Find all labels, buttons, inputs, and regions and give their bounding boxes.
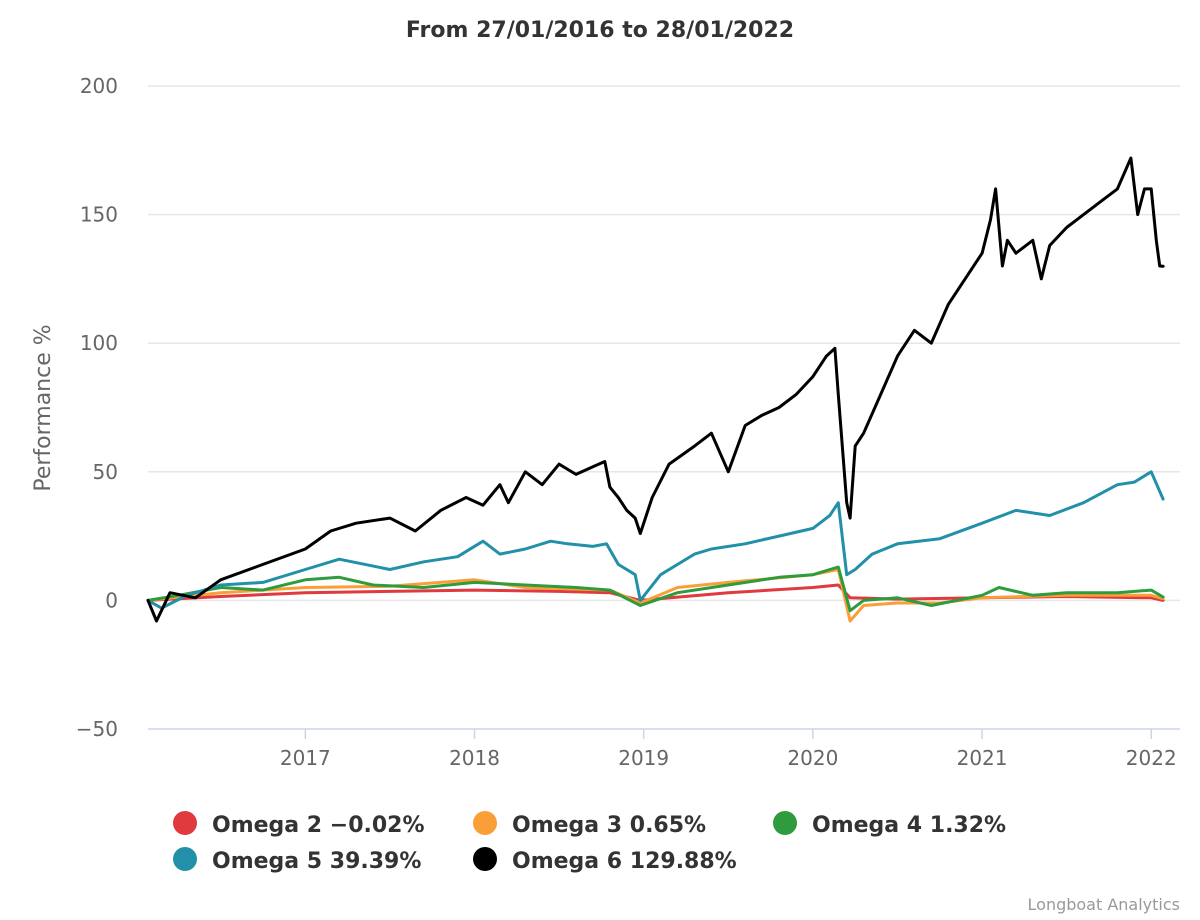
y-tick-label: 150: [80, 203, 118, 227]
chart-title: From 27/01/2016 to 28/01/2022: [406, 18, 794, 43]
x-tick-label: 2018: [449, 746, 500, 770]
legend-item[interactable]: Omega 6 129.88%: [473, 847, 737, 874]
legend: Omega 2 −0.02% Omega 3 0.65% Omega 4 1.32%…: [173, 811, 1006, 874]
y-tick-label: 50: [93, 460, 118, 484]
legend-label: Omega 2 −0.02%: [212, 813, 425, 838]
x-tick-label: 2017: [280, 746, 331, 770]
legend-marker: [473, 811, 497, 835]
y-tick-label: −50: [76, 717, 118, 741]
legend-label: Omega 4 1.32%: [812, 813, 1006, 838]
y-tick-label: 0: [105, 588, 118, 612]
legend-marker: [173, 847, 197, 871]
x-tick-label: 2019: [618, 746, 669, 770]
y-tick-label: 200: [80, 74, 118, 98]
legend-marker: [173, 811, 197, 835]
legend-label: Omega 6 129.88%: [512, 849, 737, 874]
legend-item[interactable]: Omega 3 0.65%: [473, 811, 706, 838]
credit-text[interactable]: Longboat Analytics: [1028, 895, 1180, 914]
y-axis-label: Performance %: [31, 324, 56, 491]
legend-item[interactable]: Omega 2 −0.02%: [173, 811, 425, 838]
series-line-5[interactable]: [146, 470, 1165, 610]
x-tick-label: 2020: [787, 746, 838, 770]
legend-label: Omega 3 0.65%: [512, 813, 706, 838]
series-line-3[interactable]: [146, 568, 1165, 623]
legend-item[interactable]: Omega 4 1.32%: [773, 811, 1006, 838]
legend-label: Omega 5 39.39%: [212, 849, 421, 874]
y-axis-ticks: −50 0 50 100 150 200: [76, 74, 118, 741]
x-axis-ticks: 2017 2018 2019 2020 2021 2022: [280, 729, 1177, 770]
legend-marker: [773, 811, 797, 835]
x-tick-label: 2021: [957, 746, 1008, 770]
x-tick-label: 2022: [1126, 746, 1177, 770]
legend-marker: [473, 847, 497, 871]
series-line-6[interactable]: [146, 156, 1165, 623]
y-tick-label: 100: [80, 331, 118, 355]
legend-item[interactable]: Omega 5 39.39%: [173, 847, 421, 874]
grid-lines: [148, 85, 1180, 602]
series-lines: [146, 156, 1165, 623]
series-line-4[interactable]: [146, 565, 1165, 613]
